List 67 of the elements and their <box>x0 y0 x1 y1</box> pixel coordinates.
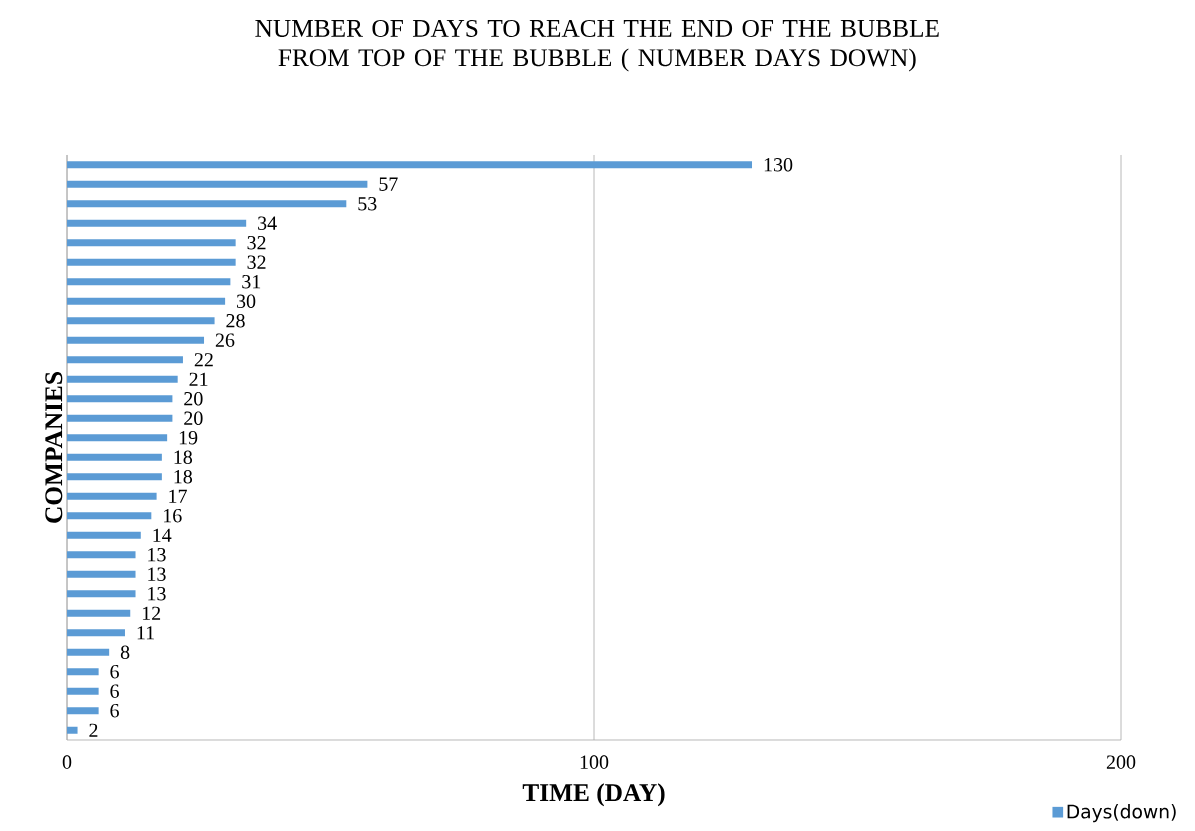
data-label: 14 <box>153 528 172 542</box>
bar <box>67 395 173 403</box>
x-tick-label: 200 <box>1106 755 1136 769</box>
data-label: 8 <box>120 645 130 659</box>
data-label: 6 <box>110 684 119 698</box>
data-label: 30 <box>237 294 256 308</box>
x-axis-title: TIME (DAY) <box>522 783 665 807</box>
bar <box>67 434 168 442</box>
bar <box>67 492 157 500</box>
bar <box>67 375 178 383</box>
data-label: 11 <box>137 626 154 640</box>
bar <box>67 707 99 715</box>
data-label: 13 <box>148 548 166 562</box>
bar <box>67 258 236 266</box>
data-label: 32 <box>247 255 266 269</box>
legend-label: Days(down) <box>1067 804 1176 823</box>
bar <box>67 551 136 559</box>
bar <box>67 336 205 344</box>
bar <box>67 629 125 637</box>
data-label: 53 <box>358 197 377 211</box>
bar <box>67 687 99 695</box>
data-label: 21 <box>189 372 208 386</box>
bar <box>67 219 247 227</box>
bar <box>67 161 753 169</box>
data-label: 20 <box>184 392 203 406</box>
data-label: 34 <box>258 216 277 230</box>
y-axis-title: COMPANIES <box>45 372 63 523</box>
bar <box>67 200 347 208</box>
bar <box>67 609 131 617</box>
bar <box>67 473 162 481</box>
data-label: 130 <box>764 158 793 172</box>
data-label: 19 <box>179 431 198 445</box>
data-label: 13 <box>148 567 166 581</box>
bar <box>67 180 368 188</box>
data-label: 32 <box>247 236 266 250</box>
data-label: 20 <box>184 411 203 425</box>
data-label: 2 <box>89 723 98 737</box>
bar <box>67 570 136 578</box>
data-label: 26 <box>215 333 235 347</box>
bar <box>67 297 226 305</box>
chart-title: NUMBER OF DAYS TO REACH THE END OF THE BUBBLE FROM TOP OF THE BUBBLE ( NUMBER DAYS DOWN) <box>255 19 939 72</box>
data-label: 31 <box>242 275 261 289</box>
data-label: 6 <box>110 665 119 679</box>
data-label: 13 <box>148 587 166 601</box>
data-label: 18 <box>174 450 193 464</box>
data-label: 12 <box>142 606 161 620</box>
data-label: 57 <box>379 177 398 191</box>
bar <box>67 239 236 247</box>
bar <box>67 726 78 734</box>
data-label: 6 <box>110 704 119 718</box>
data-label: 18 <box>174 470 193 484</box>
bar <box>67 590 136 598</box>
bar <box>67 531 141 539</box>
bar <box>67 414 173 422</box>
bar <box>67 512 152 520</box>
bar <box>67 356 183 364</box>
bar <box>67 648 110 656</box>
data-label: 17 <box>169 489 187 503</box>
bar <box>67 317 215 325</box>
data-label: 28 <box>226 314 245 328</box>
data-label: 22 <box>194 353 213 367</box>
bar <box>67 668 99 676</box>
data-label: 16 <box>164 509 182 523</box>
x-tick-label: 100 <box>580 755 609 769</box>
x-tick-label: 0 <box>62 755 72 769</box>
bar <box>67 278 231 286</box>
bar <box>67 453 162 461</box>
